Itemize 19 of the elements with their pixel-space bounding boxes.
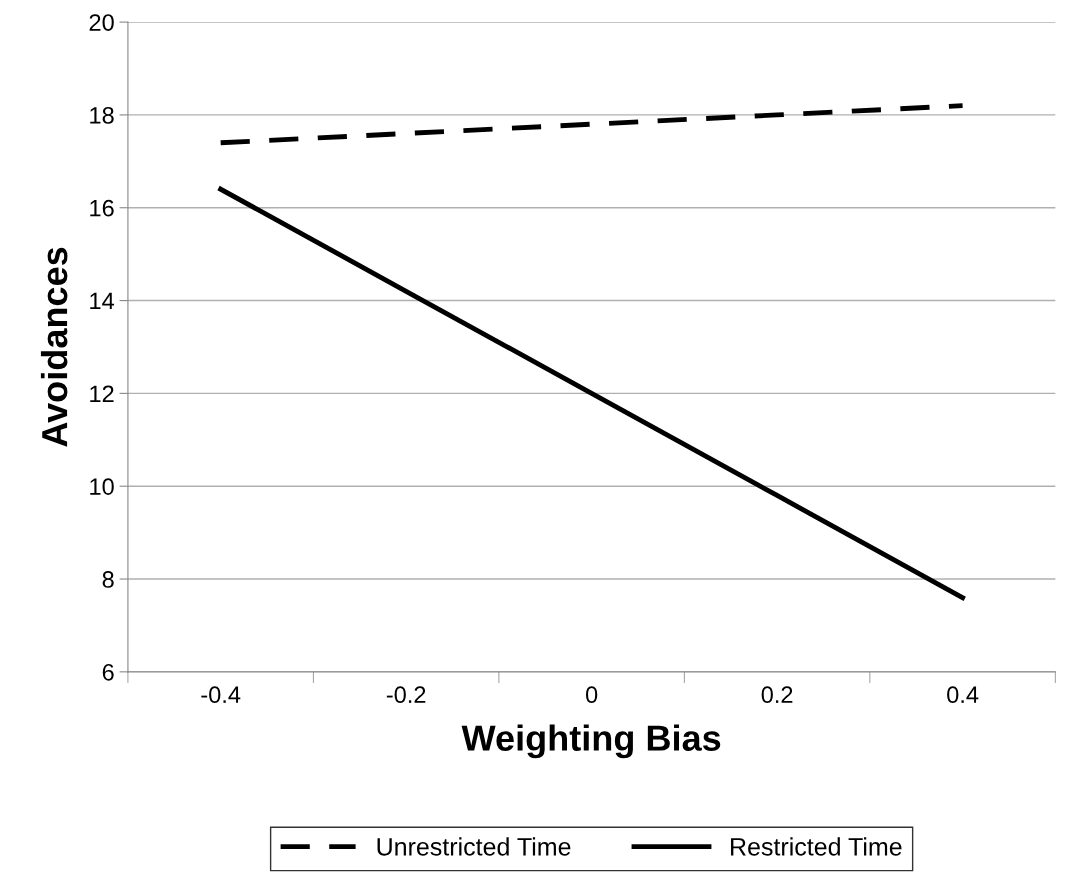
x-tick-label: -0.4 [201,686,241,704]
y-tick-label: 20 [89,14,114,31]
y-tick-label: 16 [90,199,114,217]
y-tick-label: 18 [90,106,114,124]
legend-label: Unrestricted Time [377,837,571,856]
x-axis-title: Weighting Bias [461,724,721,759]
line-series [218,103,966,146]
y-axis-title: Avoidances [40,247,68,447]
x-tick-label: 0 [585,686,598,704]
y-tick-label: 10 [90,478,114,495]
x-tick-label: 0.2 [761,686,793,704]
y-tick-label: 12 [90,385,114,402]
y-tick-label: 8 [102,571,114,588]
x-tick-label: 0.4 [947,686,979,704]
legend-label: Restricted Time [731,837,902,856]
line-series [218,186,966,601]
y-tick-label: 6 [102,663,114,681]
y-tick-label: 14 [90,292,115,310]
x-tick-label: -0.2 [386,686,426,704]
